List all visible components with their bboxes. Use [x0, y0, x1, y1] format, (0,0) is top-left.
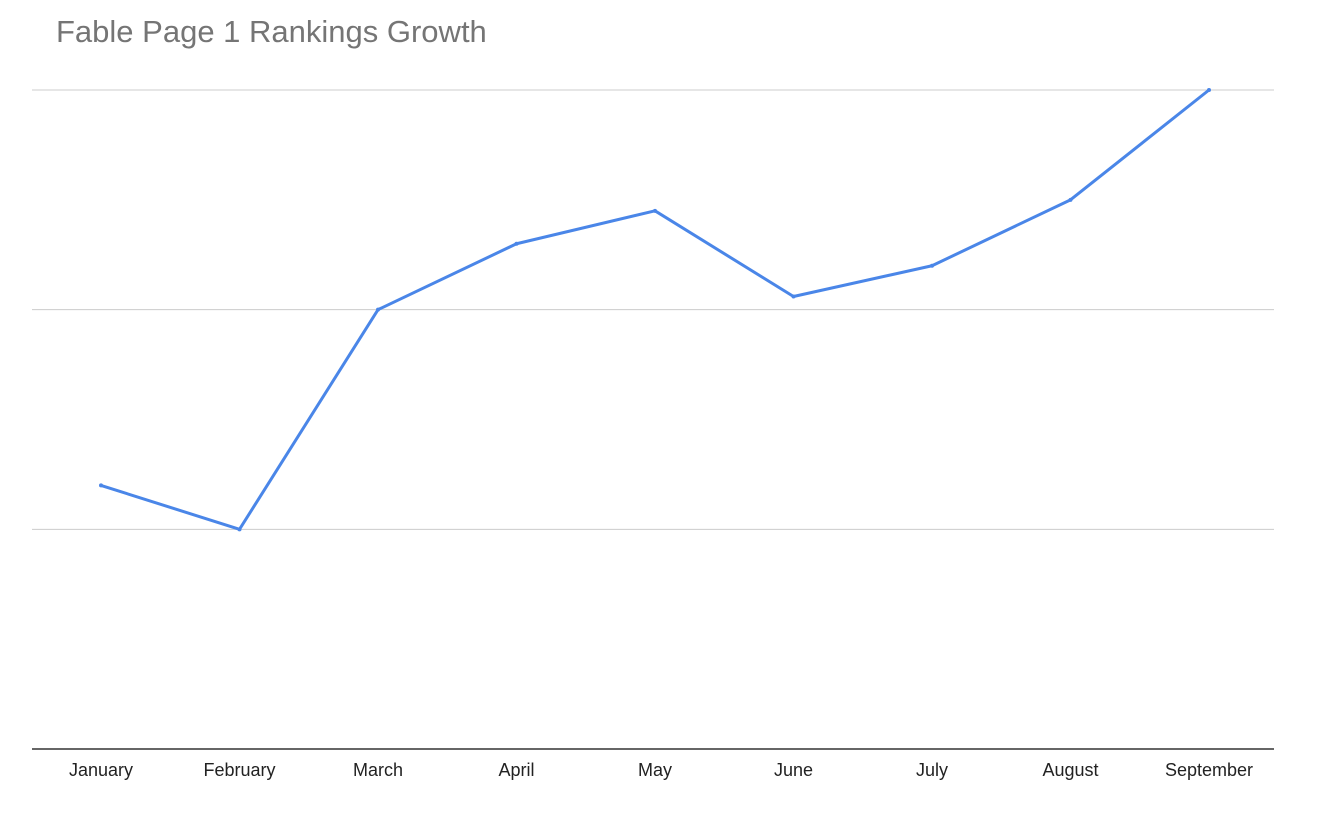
x-tick-label: April: [498, 760, 534, 780]
chart-title: Fable Page 1 Rankings Growth: [56, 14, 487, 49]
data-point-june[interactable]: [791, 294, 796, 299]
x-tick-label: March: [353, 760, 403, 780]
x-tick-label: February: [203, 760, 275, 780]
gridlines: [32, 89, 1274, 530]
data-point-february[interactable]: [237, 527, 242, 532]
data-point-july[interactable]: [930, 263, 934, 268]
x-tick-label: May: [638, 760, 672, 780]
series-group: [99, 88, 1211, 532]
x-tick-label: January: [69, 760, 133, 780]
data-point-may[interactable]: [653, 208, 657, 213]
data-point-january[interactable]: [99, 483, 103, 488]
x-tick-label: July: [916, 760, 948, 780]
data-point-september[interactable]: [1207, 88, 1211, 92]
data-point-march[interactable]: [376, 307, 380, 312]
x-tick-labels: January February March April May June July Augu…: [69, 760, 1253, 780]
data-point-april[interactable]: [514, 241, 519, 246]
x-tick-label: June: [774, 760, 813, 780]
x-tick-label: August: [1042, 760, 1098, 780]
x-tick-label: September: [1165, 760, 1253, 780]
data-point-august[interactable]: [1068, 197, 1073, 202]
